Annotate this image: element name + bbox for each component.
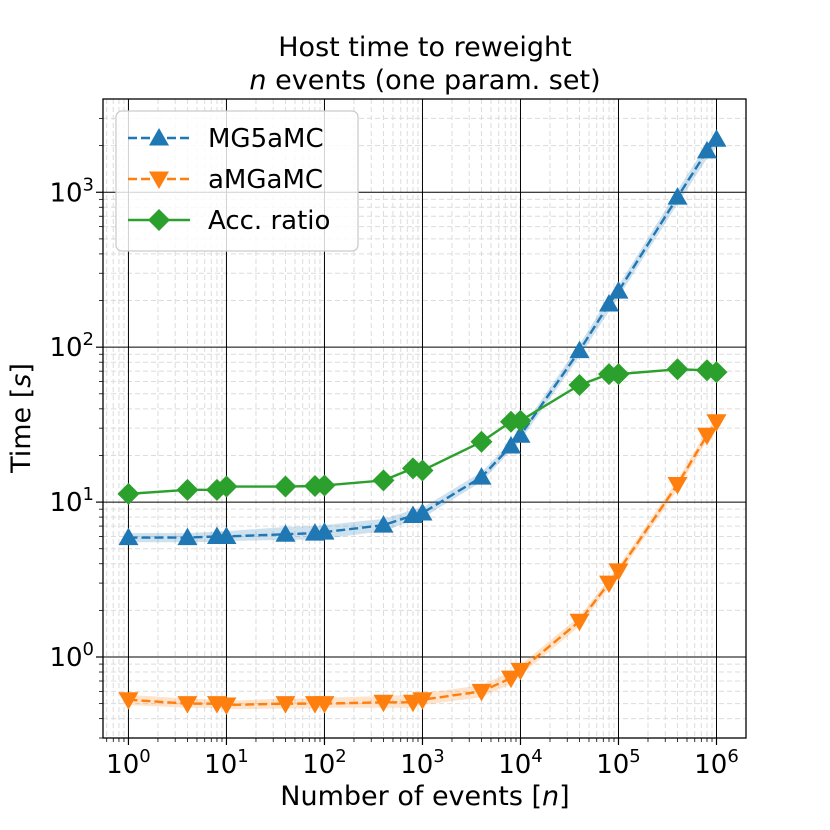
legend-marker-acc-ratio: [148, 209, 170, 231]
legend-label-mg5amc: MG5aMC: [208, 124, 324, 154]
x-tick-label: 100: [106, 746, 151, 780]
point-amgamc: [216, 697, 237, 715]
point-amgamc: [696, 427, 717, 446]
point-acc-ratio: [509, 409, 532, 432]
point-acc-ratio: [666, 358, 689, 381]
point-mg5amc: [500, 436, 521, 454]
point-mg5amc: [608, 281, 629, 299]
axis-ticks: 100 101 102 103 104 105 106 100 101 102 103: [49, 117, 739, 780]
x-axis-label: Number of events [n]: [280, 781, 569, 812]
point-amgamc: [373, 694, 394, 713]
point-acc-ratio: [705, 361, 728, 384]
legend-label-acc-ratio: Acc. ratio: [208, 206, 330, 236]
point-mg5amc: [314, 522, 335, 540]
legend-marker-mg5amc: [149, 128, 169, 146]
point-acc-ratio: [313, 474, 336, 497]
point-amgamc: [118, 692, 139, 710]
point-acc-ratio: [215, 475, 238, 498]
x-tick-label: 104: [498, 746, 543, 780]
y-tick-label: 100: [49, 639, 94, 673]
point-amgamc: [510, 662, 531, 681]
x-tick-label: 103: [400, 746, 445, 780]
point-amgamc: [598, 575, 619, 594]
title-n: n: [249, 65, 266, 96]
x-tick-label: 101: [204, 746, 249, 780]
y-tick-label: 103: [49, 174, 94, 208]
point-amgamc: [177, 696, 198, 714]
point-amgamc: [314, 696, 335, 714]
point-mg5amc: [569, 340, 590, 359]
chart-title-line2: n events (one param. set): [249, 65, 600, 96]
point-mg5amc: [275, 524, 296, 542]
point-acc-ratio: [568, 373, 591, 396]
title-rest: events (one param. set): [267, 65, 601, 96]
legend: MG5aMC aMGaMC Acc. ratio: [115, 110, 359, 252]
point-amgamc: [471, 683, 492, 702]
point-mg5amc: [177, 527, 198, 546]
point-acc-ratio: [176, 478, 199, 501]
x-tick-label: 102: [302, 746, 347, 780]
point-mg5amc: [696, 140, 717, 159]
legend-marker-amgamc: [149, 171, 169, 189]
point-acc-ratio: [411, 459, 434, 482]
point-mg5amc: [118, 527, 139, 546]
point-mg5amc: [510, 425, 531, 443]
y-axis-label: Time [s]: [6, 363, 37, 474]
plot-frame: [102, 98, 747, 739]
grid: [103, 99, 746, 739]
point-mg5amc: [598, 293, 619, 312]
y-tick-label: 101: [49, 484, 94, 518]
point-amgamc: [275, 696, 296, 714]
point-amgamc: [412, 692, 433, 710]
x-tick-label: 105: [596, 746, 641, 780]
point-mg5amc: [471, 467, 492, 485]
legend-label-amgamc: aMGaMC: [208, 165, 323, 195]
chart-title-line1: Host time to reweight: [278, 32, 571, 63]
legend-box: [115, 110, 359, 252]
point-amgamc: [706, 414, 727, 432]
point-mg5amc: [216, 526, 237, 544]
point-amgamc: [608, 563, 629, 581]
x-tick-label: 106: [694, 746, 739, 780]
point-acc-ratio: [470, 430, 493, 453]
point-mg5amc: [667, 187, 688, 205]
point-mg5amc: [373, 515, 394, 533]
point-amgamc: [500, 670, 521, 689]
y-tick-label: 102: [49, 329, 94, 363]
point-acc-ratio: [372, 469, 395, 492]
point-mg5amc: [706, 129, 727, 147]
point-acc-ratio: [117, 482, 140, 505]
point-amgamc: [569, 613, 590, 632]
point-amgamc: [667, 476, 688, 495]
point-acc-ratio: [607, 363, 630, 386]
point-mg5amc: [412, 503, 433, 521]
series-markers: [117, 129, 728, 715]
point-acc-ratio: [274, 475, 297, 498]
